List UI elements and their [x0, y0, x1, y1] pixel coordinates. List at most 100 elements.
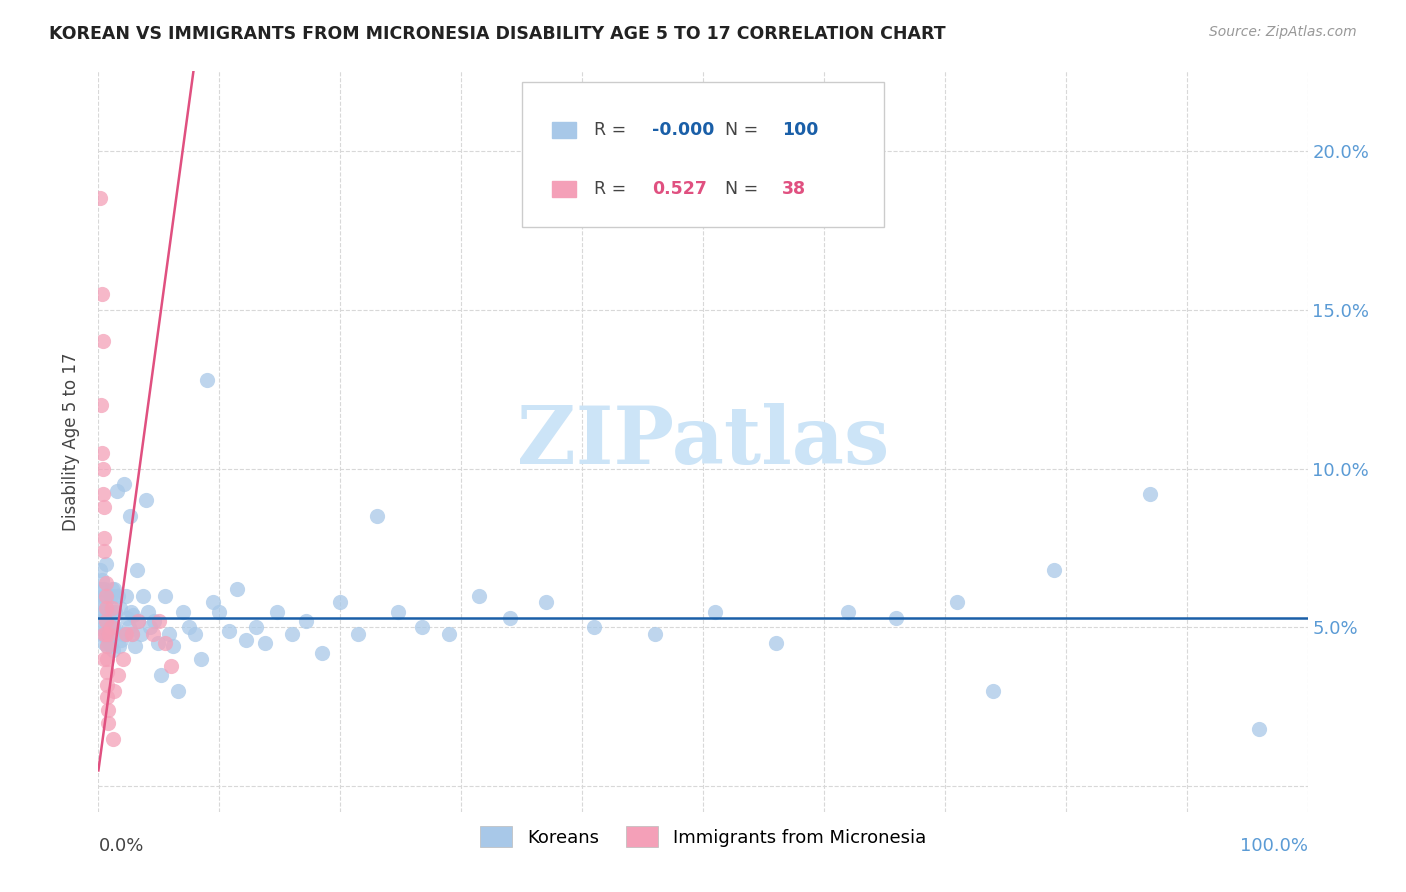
Point: [295, 614, 318, 628]
Point: [96, 678, 118, 692]
Point: [132, 589, 155, 603]
Point: [115, 627, 138, 641]
Point: [94, 627, 117, 641]
Point: [387, 605, 409, 619]
Point: [218, 624, 240, 638]
Point: [101, 642, 124, 657]
Point: [91, 487, 114, 501]
Point: [162, 640, 184, 654]
Point: [93, 500, 115, 514]
Point: [172, 605, 194, 619]
Point: [90, 595, 112, 609]
Point: [93, 636, 115, 650]
Point: [97, 715, 120, 730]
Point: [129, 627, 152, 641]
Point: [153, 589, 176, 603]
Point: [91, 614, 114, 628]
Point: [100, 601, 122, 615]
Point: [157, 627, 180, 641]
Point: [98, 636, 121, 650]
Point: [411, 620, 433, 634]
Point: [97, 614, 120, 628]
Text: 100.0%: 100.0%: [1240, 837, 1308, 855]
Point: [142, 627, 165, 641]
Point: [94, 627, 117, 641]
Point: [329, 595, 352, 609]
Point: [96, 633, 118, 648]
Point: [100, 605, 122, 619]
Point: [94, 557, 117, 571]
Point: [94, 589, 117, 603]
Point: [135, 493, 157, 508]
Point: [184, 627, 207, 641]
Point: [121, 627, 143, 641]
Point: [100, 582, 122, 597]
Point: [93, 582, 115, 597]
Point: [91, 445, 114, 459]
Text: -0.000: -0.000: [652, 120, 714, 138]
Point: [118, 620, 141, 634]
Point: [704, 605, 727, 619]
Text: ZIPatlas: ZIPatlas: [517, 402, 889, 481]
Point: [107, 668, 129, 682]
Point: [101, 620, 124, 634]
Point: [281, 627, 304, 641]
Point: [91, 286, 114, 301]
Point: [93, 544, 115, 558]
Text: N =: N =: [724, 120, 763, 138]
Point: [96, 605, 118, 619]
Point: [91, 605, 114, 619]
Point: [245, 620, 267, 634]
Point: [96, 690, 118, 705]
Point: [94, 601, 117, 615]
Point: [98, 627, 121, 641]
Point: [96, 640, 118, 654]
Point: [534, 595, 557, 609]
Point: [266, 605, 288, 619]
Point: [644, 627, 666, 641]
Point: [143, 614, 166, 628]
FancyBboxPatch shape: [551, 121, 576, 138]
Text: R =: R =: [595, 180, 631, 198]
Point: [89, 191, 111, 205]
Point: [498, 611, 520, 625]
Legend: Koreans, Immigrants from Micronesia: Koreans, Immigrants from Micronesia: [472, 819, 934, 855]
Point: [96, 640, 118, 654]
FancyBboxPatch shape: [522, 82, 884, 227]
Point: [89, 563, 111, 577]
Point: [1249, 722, 1271, 736]
Point: [167, 684, 190, 698]
Text: N =: N =: [724, 180, 763, 198]
Point: [93, 620, 115, 634]
Point: [91, 589, 114, 603]
Point: [104, 620, 127, 634]
Point: [235, 633, 257, 648]
Point: [105, 483, 128, 498]
Point: [981, 684, 1004, 698]
Point: [765, 636, 787, 650]
Point: [103, 589, 125, 603]
Point: [91, 334, 114, 349]
Point: [254, 636, 277, 650]
Point: [437, 627, 460, 641]
Point: [111, 652, 134, 666]
Y-axis label: Disability Age 5 to 17: Disability Age 5 to 17: [62, 352, 80, 531]
Point: [96, 620, 118, 634]
Point: [93, 652, 115, 666]
Point: [100, 589, 122, 603]
Point: [108, 640, 131, 654]
Point: [202, 595, 225, 609]
Text: KOREAN VS IMMIGRANTS FROM MICRONESIA DISABILITY AGE 5 TO 17 CORRELATION CHART: KOREAN VS IMMIGRANTS FROM MICRONESIA DIS…: [49, 25, 946, 43]
Point: [160, 658, 183, 673]
Point: [100, 640, 122, 654]
Point: [195, 373, 218, 387]
Text: 38: 38: [782, 180, 806, 198]
Point: [111, 627, 134, 641]
Point: [104, 605, 127, 619]
Point: [94, 576, 117, 591]
Point: [108, 601, 131, 615]
Point: [118, 509, 141, 524]
Point: [127, 614, 149, 628]
Point: [94, 595, 117, 609]
Point: [112, 477, 135, 491]
